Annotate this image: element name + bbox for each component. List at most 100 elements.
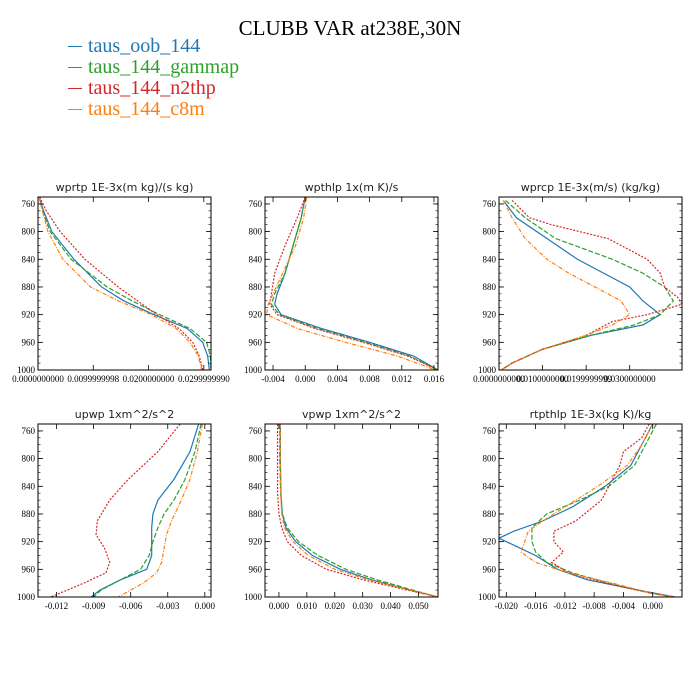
legend-label: taus_144_c8m [88, 98, 205, 120]
series-line-taus-oob-144 [499, 424, 675, 597]
series-line-taus-oob-144 [38, 197, 210, 370]
x-tick-label: 0.016 [424, 374, 445, 384]
y-tick-label: 920 [483, 310, 497, 320]
y-tick-label: 760 [249, 199, 263, 209]
legend-item-taus-144-c8m: taus_144_c8m [68, 99, 239, 120]
series-line-taus-144-c8m [279, 424, 438, 597]
y-tick-label: 1000 [478, 592, 497, 602]
x-tick-label: 0.0099999998 [67, 374, 119, 384]
x-tick-label: 0.020 [325, 601, 346, 611]
x-tick-label: -0.008 [583, 601, 607, 611]
y-tick-label: 880 [483, 282, 497, 292]
series-line-taus-144-n2thp [269, 197, 438, 370]
x-tick-label: 0.050 [408, 601, 429, 611]
panel-title: wprcp 1E-3x(m/s) (kg/kg) [521, 181, 660, 194]
x-tick-label: 0.012 [392, 374, 412, 384]
x-tick-label: 0.0199999999 [560, 374, 612, 384]
legend-item-taus-144-gammap: taus_144_gammap [68, 57, 239, 78]
legend-swatch [68, 45, 82, 47]
panel-title: wprtp 1E-3x(m kg)/(s kg) [56, 181, 194, 194]
y-tick-label: 760 [22, 199, 36, 209]
series-line-taus-144-c8m [500, 200, 631, 370]
y-tick-label: 800 [483, 227, 497, 237]
panel-title: rtpthlp 1E-3x(kg K)/kg [530, 408, 652, 421]
panel-title: vpwp 1xm^2/s^2 [302, 408, 401, 421]
x-tick-label: -0.006 [119, 601, 143, 611]
series-line-taus-144-gammap [93, 424, 202, 597]
plot-frame [37, 196, 212, 371]
plot-frame [264, 196, 439, 371]
figure-title: CLUBB VAR at238E,30N [238, 16, 462, 40]
legend-swatch [68, 87, 82, 89]
x-tick-label: -0.020 [495, 601, 519, 611]
x-tick-label: 0.0000000000 [12, 374, 64, 384]
y-tick-label: 920 [22, 537, 36, 547]
y-tick-label: 920 [249, 537, 263, 547]
series-line-taus-oob-144 [279, 424, 438, 597]
series-line-taus-144-c8m [118, 424, 203, 597]
y-tick-label: 800 [22, 454, 36, 464]
panel-wprcp: wprcp 1E-3x(m/s) (kg/kg) 760 800 840 880 920 9… [473, 181, 683, 384]
x-tick-label: 0.000 [643, 601, 664, 611]
y-tick-label: 800 [249, 227, 263, 237]
plot-frame [37, 423, 212, 598]
legend-item-taus-oob-144: taus_oob_144 [68, 36, 239, 57]
y-tick-label: 840 [249, 254, 263, 264]
y-tick-label: 1000 [478, 365, 497, 375]
y-tick-label: 880 [483, 509, 497, 519]
x-tick-label: 0.000 [295, 374, 316, 384]
panel-rtpthlp: rtpthlp 1E-3x(kg K)/kg 760 800 840 880 920 960… [478, 408, 683, 611]
y-tick-label: 800 [249, 454, 263, 464]
series-line-taus-144-gammap [279, 424, 438, 597]
y-tick-label: 760 [22, 426, 36, 436]
y-tick-label: 920 [22, 310, 36, 320]
y-tick-label: 840 [22, 481, 36, 491]
plot-frame [498, 423, 683, 598]
x-tick-label: -0.016 [524, 601, 548, 611]
x-tick-label: 0.000 [269, 601, 290, 611]
y-tick-label: 960 [22, 337, 36, 347]
y-tick-label: 920 [483, 537, 497, 547]
plot-frame [264, 423, 439, 598]
y-tick-label: 1000 [244, 592, 263, 602]
legend-label: taus_oob_144 [88, 35, 201, 57]
y-tick-label: 1000 [17, 365, 36, 375]
legend: taus_oob_144 taus_144_gammap taus_144_n2… [68, 36, 239, 120]
x-tick-label: 0.008 [359, 374, 380, 384]
legend-swatch [68, 66, 82, 68]
y-tick-label: 840 [483, 481, 497, 491]
y-tick-label: 760 [483, 426, 497, 436]
panel-wpthlp: wpthlp 1x(m K)/s 760 800 840 880 920 960 1000-0… [244, 181, 445, 384]
legend-swatch [68, 108, 82, 110]
series-line-taus-144-gammap [531, 424, 675, 597]
x-tick-label: 0.040 [380, 601, 401, 611]
panel-vpwp: vpwp 1xm^2/s^2 760 800 840 880 920 960 1000 0.00… [244, 408, 439, 611]
legend-label: taus_144_gammap [88, 56, 240, 78]
y-tick-label: 800 [22, 227, 36, 237]
series-line-taus-144-n2thp [50, 424, 181, 597]
series-line-taus-144-c8m [265, 197, 436, 370]
x-tick-label: -0.012 [45, 601, 68, 611]
x-tick-label: -0.004 [261, 374, 285, 384]
x-tick-label: 0.030 [353, 601, 374, 611]
x-tick-label: 0.0300000000 [604, 374, 656, 384]
y-tick-label: 1000 [244, 365, 263, 375]
x-tick-label: 0.0299999990 [178, 374, 230, 384]
y-tick-label: 960 [249, 337, 263, 347]
y-tick-label: 840 [22, 254, 36, 264]
y-tick-label: 920 [249, 310, 263, 320]
x-tick-label: 0.010 [297, 601, 318, 611]
y-tick-label: 880 [249, 509, 263, 519]
series-line-taus-144-gammap [270, 197, 438, 370]
y-tick-label: 960 [483, 564, 497, 574]
x-tick-label: 0.0000000000 [473, 374, 525, 384]
series-line-taus-144-gammap [500, 200, 675, 370]
x-tick-label: 0.0200000000 [123, 374, 175, 384]
panel-wprtp: wprtp 1E-3x(m kg)/(s kg) 760 800 840 880 920 9… [12, 181, 230, 384]
series-line-taus-144-gammap [38, 197, 211, 370]
panel-upwp: upwp 1xm^2/s^2 760 800 840 880 920 960 1000 -0.0… [17, 408, 215, 611]
x-tick-label: -0.009 [82, 601, 106, 611]
y-tick-label: 800 [483, 454, 497, 464]
y-tick-label: 760 [483, 199, 497, 209]
